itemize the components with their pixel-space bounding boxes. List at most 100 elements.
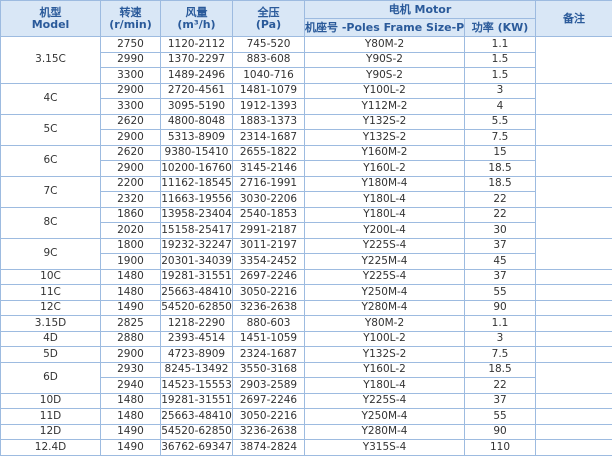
pressure: 2697-2246 bbox=[232, 392, 305, 409]
speed: 2750 bbox=[100, 36, 161, 53]
airflow: 19232-32247 bbox=[160, 237, 233, 254]
power: 5.5 bbox=[463, 113, 537, 130]
frame-header: 机座号 -Poles Frame Size-P bbox=[304, 18, 465, 37]
power: 1.5 bbox=[463, 51, 537, 68]
model: 6C bbox=[0, 144, 101, 177]
speed: 2900 bbox=[100, 346, 161, 363]
pressure: 2903-2589 bbox=[232, 377, 305, 394]
frame-size: Y160L-2 bbox=[304, 361, 465, 378]
model: 4D bbox=[0, 330, 101, 347]
power: 18.5 bbox=[463, 175, 537, 192]
row: 1900 20301-34039 3354-2452 Y225M-4 45 bbox=[1, 253, 612, 270]
power: 37 bbox=[463, 392, 537, 409]
remark bbox=[535, 175, 612, 208]
frame-size: Y225S-4 bbox=[304, 268, 465, 285]
frame-size: Y315S-4 bbox=[304, 439, 465, 456]
airflow: 8245-13492 bbox=[160, 361, 233, 378]
speed: 2020 bbox=[100, 222, 161, 239]
model: 10C bbox=[0, 268, 101, 285]
pressure: 3874-2824 bbox=[232, 439, 305, 456]
power: 15 bbox=[463, 144, 537, 161]
speed: 1490 bbox=[100, 423, 161, 440]
remark bbox=[535, 237, 612, 270]
pressure: 3236-2638 bbox=[232, 423, 305, 440]
airflow: 11162-18545 bbox=[160, 175, 233, 192]
power: 7.5 bbox=[463, 346, 537, 363]
frame-size: Y200L-4 bbox=[304, 222, 465, 239]
row: 4D 2880 2393-4514 1451-1059 Y100L-2 3 bbox=[0, 330, 612, 347]
pressure: 2655-1822 bbox=[232, 144, 305, 161]
speed: 2320 bbox=[100, 191, 161, 208]
row: 11C 1480 25663-48410 3050-2216 Y250M-4 55 bbox=[0, 284, 612, 301]
remark-header: 备注 bbox=[535, 0, 612, 37]
airflow: 13958-23404 bbox=[160, 206, 233, 223]
model: 11D bbox=[0, 408, 101, 425]
remark bbox=[535, 408, 612, 425]
power: 1.5 bbox=[463, 67, 537, 84]
power: 22 bbox=[463, 191, 537, 208]
remark bbox=[535, 82, 612, 115]
airflow: 15158-25417 bbox=[160, 222, 233, 239]
airflow: 1218-2290 bbox=[160, 315, 233, 332]
pressure: 1040-716 bbox=[232, 67, 305, 84]
row: 2900 10200-16760 3145-2146 Y160L-2 18.5 bbox=[1, 160, 612, 177]
model: 9C bbox=[0, 237, 101, 270]
header-en: (Pa) bbox=[255, 17, 282, 31]
power: 45 bbox=[463, 253, 537, 270]
speed: 2200 bbox=[100, 175, 161, 192]
row: 12C 1490 54520-62850 3236-2638 Y280M-4 90 bbox=[0, 299, 612, 316]
airflow: 2393-4514 bbox=[160, 330, 233, 347]
model: 12.4D bbox=[0, 439, 101, 456]
power: 37 bbox=[463, 268, 537, 285]
header-en: (r/min) bbox=[109, 17, 152, 31]
speed: 1480 bbox=[100, 268, 161, 285]
remark bbox=[535, 315, 612, 332]
power: 4 bbox=[463, 98, 537, 115]
power: 7.5 bbox=[463, 129, 537, 146]
airflow: 2720-4561 bbox=[160, 82, 233, 99]
frame-size: Y100L-2 bbox=[304, 82, 465, 99]
header-zh: 风量 bbox=[185, 5, 208, 19]
model: 3.15C bbox=[0, 36, 101, 84]
speed: 3300 bbox=[100, 67, 161, 84]
speed: 1900 bbox=[100, 253, 161, 270]
frame-size: Y80M-2 bbox=[304, 315, 465, 332]
pressure: 2716-1991 bbox=[232, 175, 305, 192]
pressure: 1451-1059 bbox=[232, 330, 305, 347]
pressure: 3030-2206 bbox=[232, 191, 305, 208]
power: 90 bbox=[463, 423, 537, 440]
frame-size: Y180L-4 bbox=[304, 206, 465, 223]
speed: 3300 bbox=[100, 98, 161, 115]
power: 22 bbox=[463, 377, 537, 394]
row: 7C 2200 11162-18545 2716-1991 Y180M-4 18.5 bbox=[0, 175, 612, 208]
power: 18.5 bbox=[463, 160, 537, 177]
remark bbox=[535, 284, 612, 301]
airflow: 4800-8048 bbox=[160, 113, 233, 130]
frame-size: Y100L-2 bbox=[304, 330, 465, 347]
row: 12.4D 1490 36762-69347 3874-2824 Y315S-4 110 bbox=[0, 439, 612, 456]
airflow: 36762-69347 bbox=[160, 439, 233, 456]
row: 12D 1490 54520-62850 3236-2638 Y280M-4 90 bbox=[0, 423, 612, 440]
remark bbox=[535, 423, 612, 440]
pressure: 883-608 bbox=[232, 51, 305, 68]
flow-header: 风量 (m³/h) bbox=[160, 0, 233, 37]
airflow: 1370-2297 bbox=[160, 51, 233, 68]
speed: 2620 bbox=[100, 113, 161, 130]
frame-size: Y180L-4 bbox=[304, 191, 465, 208]
power: 3 bbox=[463, 82, 537, 99]
table-body: 3.15C 2750 1120-2112 745-520 Y80M-2 1.1 2990 13… bbox=[0, 36, 612, 456]
speed: 2825 bbox=[100, 315, 161, 332]
airflow: 25663-48410 bbox=[160, 284, 233, 301]
airflow: 5313-8909 bbox=[160, 129, 233, 146]
power-header: 功率 (KW) bbox=[463, 18, 537, 37]
airflow: 1120-2112 bbox=[160, 36, 233, 53]
pressure: 3354-2452 bbox=[232, 253, 305, 270]
model: 12C bbox=[0, 299, 101, 316]
power: 90 bbox=[463, 299, 537, 316]
row: 10D 1480 19281-31551 2697-2246 Y225S-4 37 bbox=[0, 392, 612, 409]
row: 2020 15158-25417 2991-2187 Y200L-4 30 bbox=[1, 222, 612, 239]
remark bbox=[535, 268, 612, 285]
speed: 2620 bbox=[100, 144, 161, 161]
